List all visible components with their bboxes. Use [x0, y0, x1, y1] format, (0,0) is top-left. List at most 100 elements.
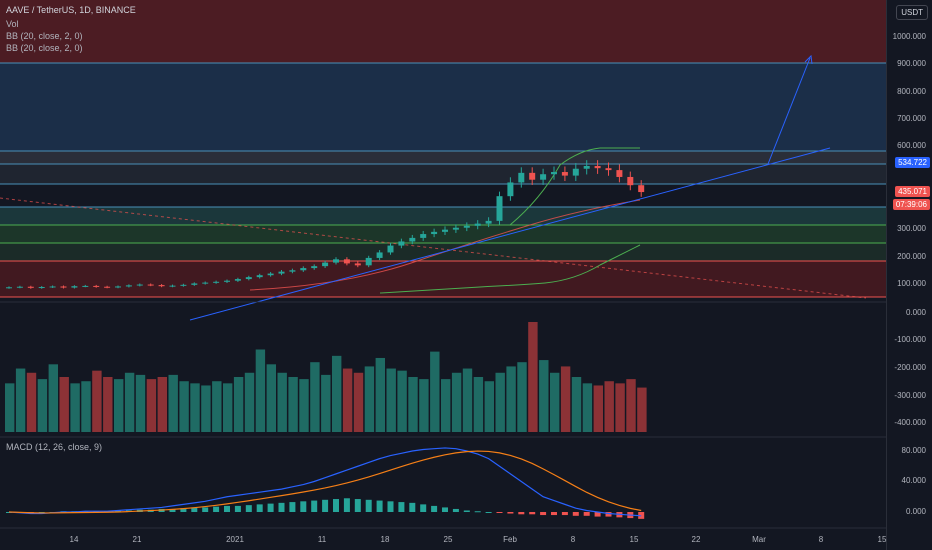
time-tick: 11 [317, 535, 327, 544]
currency-button[interactable]: USDT [896, 5, 928, 20]
last-price-badge: 435.071 [895, 186, 930, 197]
candle-body [496, 196, 503, 221]
volume-bar [299, 379, 309, 432]
candle-body [213, 281, 220, 283]
macd-histogram-bar [529, 512, 536, 515]
volume-bar [103, 377, 113, 432]
macd-tick: 80.000 [901, 446, 926, 455]
candle-body [452, 227, 459, 230]
candle-body [202, 282, 209, 284]
volume-bar [637, 387, 647, 432]
macd-histogram-bar [594, 512, 601, 517]
macd-histogram-bar [442, 507, 448, 512]
volume-bar [506, 366, 516, 432]
macd-histogram-bar [409, 502, 416, 512]
candle-body [71, 286, 78, 288]
macd-histogram-bar [180, 508, 187, 512]
candle-body [507, 182, 514, 197]
price-tick: 200.000 [897, 252, 926, 261]
candle-body [638, 185, 645, 193]
candle-body [561, 172, 568, 176]
macd-histogram-bar [583, 512, 590, 516]
macd-histogram-bar [605, 512, 612, 517]
volume-bar [484, 381, 494, 432]
candle-body [267, 273, 274, 276]
volume-bar [364, 366, 375, 432]
volume-tick: -400.000 [894, 418, 926, 427]
volume-bar [5, 383, 15, 432]
candle-body [180, 284, 187, 286]
volume-bar [223, 383, 233, 432]
volume-bar [26, 372, 37, 432]
arrow-head-icon [804, 54, 813, 65]
time-tick: Feb [503, 535, 517, 544]
volume-bar [560, 366, 571, 432]
volume-bar [539, 360, 549, 432]
volume-bar [571, 377, 582, 432]
candle-body [49, 286, 56, 288]
price-axis[interactable]: USDT 1000.000 900.000 800.000 700.000 60… [886, 0, 932, 550]
candle-body [191, 283, 198, 285]
level-price-badge: 534.722 [895, 157, 930, 168]
candle-body [605, 168, 612, 171]
candle-body [115, 286, 121, 288]
candle-body [60, 286, 67, 288]
volume-tick: -200.000 [894, 363, 926, 372]
dashed-downtrend-line[interactable] [0, 197, 867, 299]
candle-body [376, 252, 383, 258]
volume-bar [528, 322, 538, 432]
macd-histogram-bar [322, 499, 329, 512]
candle-body [442, 229, 448, 232]
zone-top-red [0, 0, 886, 63]
volume-bar [201, 385, 211, 432]
volume-bar [550, 372, 560, 432]
volume-bar [288, 377, 298, 432]
candle-body [529, 172, 536, 180]
volume-bar [37, 379, 48, 432]
macd-histogram-bar [474, 511, 481, 513]
macd-histogram-bar [224, 505, 230, 512]
uptrend-line[interactable] [189, 147, 831, 321]
volume-bar [168, 374, 178, 432]
volume-bar [92, 370, 102, 432]
macd-histogram-bar [431, 505, 438, 512]
candle-body [333, 259, 339, 263]
price-chart-canvas[interactable] [0, 0, 886, 550]
level-lines [0, 62, 886, 298]
volume-bar [70, 383, 80, 432]
legend-bb-2: BB (20, close, 2, 0) [6, 43, 83, 53]
macd-histogram-bar [234, 505, 241, 512]
macd-histogram-bar [572, 512, 579, 516]
candle-body [224, 280, 230, 282]
volume-bar [255, 349, 266, 432]
volume-bar [332, 355, 342, 432]
candle-body [463, 225, 470, 228]
volume-bar [233, 377, 244, 432]
volume-bar [582, 383, 593, 432]
macd-histogram-bar [485, 512, 492, 513]
volume-bar [342, 368, 353, 432]
bb-upper-band [509, 147, 640, 226]
time-tick: 8 [570, 535, 576, 544]
macd-histogram-bar [311, 500, 318, 512]
volume-bar [15, 368, 26, 432]
zone-blue [0, 63, 886, 151]
candle-body [256, 275, 263, 278]
candle-body [136, 284, 143, 286]
macd-histogram-bar [169, 508, 176, 512]
macd-histogram-bar [343, 498, 350, 512]
zone-bottom-red [0, 261, 886, 297]
candle-body [169, 285, 176, 287]
legend-volume: Vol [6, 19, 19, 29]
macd-histogram-bar [518, 512, 525, 515]
price-tick: 600.000 [897, 141, 926, 150]
macd-histogram-bar [463, 510, 470, 512]
candle-body [311, 266, 318, 269]
candle-body [125, 285, 132, 287]
macd-histogram-bar [452, 508, 459, 512]
macd-histogram-bar [202, 507, 209, 512]
zone-teal [0, 207, 886, 225]
candle-body [289, 270, 296, 272]
projection-line[interactable] [767, 57, 811, 165]
candle-body [485, 220, 492, 224]
